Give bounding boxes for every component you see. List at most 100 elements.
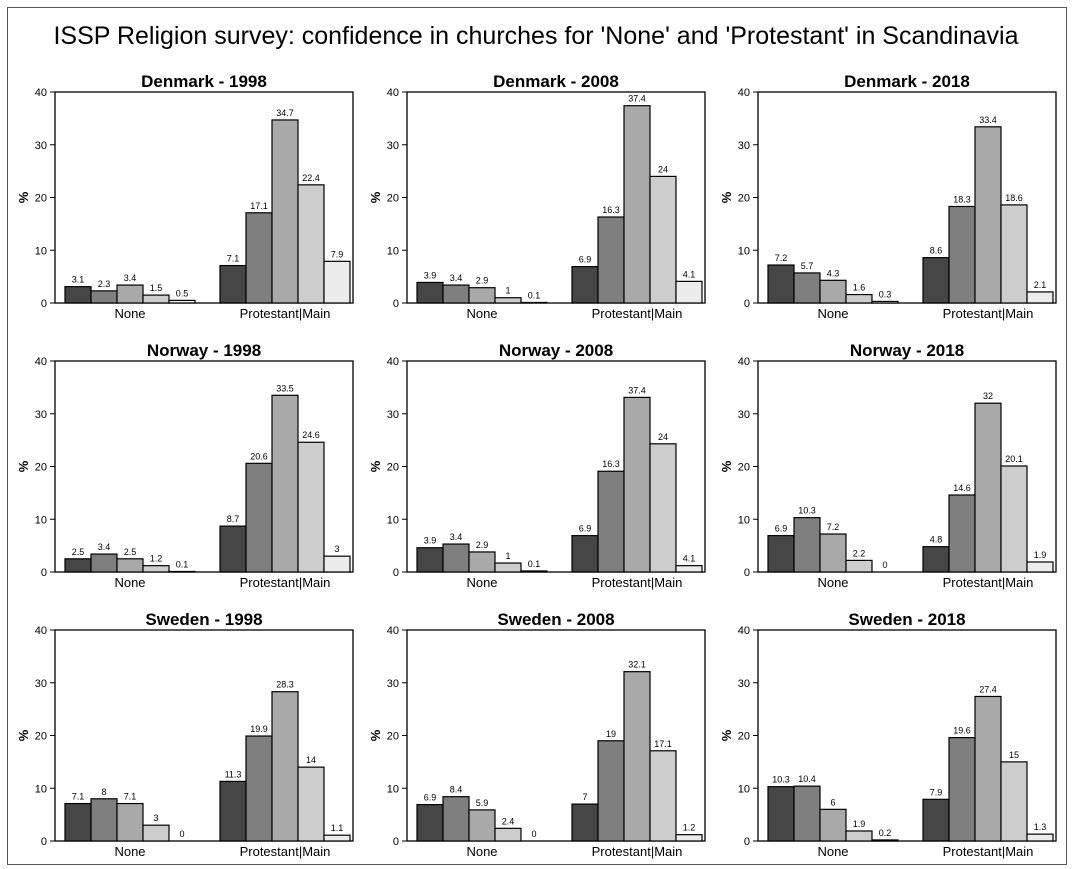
data-label: 2.9 — [476, 540, 489, 550]
panel-title: Denmark - 2018 — [844, 72, 970, 91]
data-label: 3.9 — [424, 536, 437, 546]
y-tick-label: 10 — [738, 245, 750, 257]
y-tick-label: 10 — [387, 783, 399, 795]
bar — [649, 443, 677, 573]
y-tick-label: 20 — [387, 193, 399, 205]
y-axis-label: % — [16, 191, 31, 203]
bar — [922, 257, 950, 304]
y-tick-label: 30 — [387, 678, 399, 690]
data-label: 0.1 — [528, 290, 541, 300]
data-label: 0.2 — [879, 828, 892, 838]
category-label: None — [114, 306, 145, 321]
data-label: 34.7 — [276, 108, 294, 118]
bar — [168, 299, 196, 304]
y-axis-label: % — [719, 460, 734, 472]
bar — [297, 766, 325, 842]
bar — [597, 740, 625, 842]
data-label: 5.9 — [476, 798, 489, 808]
bar — [871, 839, 899, 842]
bar — [1026, 561, 1054, 573]
data-label: 17.1 — [250, 201, 268, 211]
bar — [442, 796, 470, 842]
data-label: 1.2 — [683, 823, 696, 833]
bar — [623, 396, 651, 573]
y-tick-label: 30 — [35, 409, 47, 421]
data-label: 37.4 — [628, 385, 646, 395]
panel-title: Sweden - 1998 — [145, 610, 262, 629]
data-label: 6.9 — [579, 255, 592, 265]
bar — [922, 546, 950, 573]
data-label: 24 — [658, 432, 668, 442]
bar — [468, 287, 496, 304]
data-label: 2.1 — [1034, 280, 1047, 290]
bar — [974, 695, 1002, 842]
bar — [974, 402, 1002, 573]
data-label: 24 — [658, 164, 668, 174]
data-label: 7.1 — [72, 792, 85, 802]
y-tick-label: 40 — [738, 87, 750, 99]
data-label: 4.3 — [827, 268, 840, 278]
data-label: 10.3 — [798, 506, 816, 516]
bar — [323, 555, 351, 573]
y-tick-label: 20 — [738, 462, 750, 474]
bar — [1026, 833, 1054, 842]
y-tick-label: 0 — [41, 298, 47, 310]
y-axis-label: % — [368, 191, 383, 203]
category-label: Protestant|Main — [943, 575, 1034, 590]
figure-frame — [7, 7, 1067, 865]
y-tick-label: 0 — [744, 567, 750, 579]
category-label: None — [817, 306, 848, 321]
y-tick-label: 40 — [387, 625, 399, 637]
y-tick-label: 20 — [738, 193, 750, 205]
bar — [219, 525, 247, 573]
data-label: 8.6 — [930, 246, 943, 256]
category-label: None — [114, 844, 145, 859]
data-label: 3.4 — [124, 273, 137, 283]
data-label: 7.1 — [124, 792, 137, 802]
bar — [649, 750, 677, 842]
category-label: None — [817, 575, 848, 590]
data-label: 28.3 — [276, 680, 294, 690]
data-label: 6.9 — [579, 524, 592, 534]
data-label: 32 — [983, 391, 993, 401]
bar — [767, 264, 795, 304]
bar — [597, 216, 625, 304]
bar — [767, 535, 795, 573]
y-tick-label: 10 — [387, 514, 399, 526]
data-label: 0.5 — [176, 288, 189, 298]
bar — [623, 671, 651, 842]
bar — [271, 119, 299, 304]
chart-panel: Norway - 1998 0 10 20 30 40% 2.5 3.4 2.5 1.2 0.1 No… — [16, 341, 354, 590]
data-label: 0 — [531, 829, 536, 839]
category-label: None — [114, 575, 145, 590]
category-label: Protestant|Main — [592, 306, 683, 321]
data-label: 6.9 — [424, 793, 437, 803]
data-label: 7.9 — [331, 249, 344, 259]
bar — [271, 691, 299, 842]
y-tick-label: 20 — [738, 731, 750, 743]
data-label: 0.3 — [879, 289, 892, 299]
bar — [974, 126, 1002, 304]
y-tick-label: 20 — [35, 462, 47, 474]
data-label: 0.1 — [528, 559, 541, 569]
bar — [64, 558, 92, 573]
bar — [1000, 465, 1028, 573]
bar — [623, 105, 651, 304]
bar — [675, 565, 703, 573]
category-label: None — [466, 575, 497, 590]
y-tick-label: 10 — [35, 783, 47, 795]
data-label: 33.5 — [276, 383, 294, 393]
y-tick-label: 0 — [41, 567, 47, 579]
bar — [948, 494, 976, 573]
category-label: None — [817, 844, 848, 859]
data-label: 32.1 — [628, 660, 646, 670]
bar — [416, 804, 444, 842]
bar — [416, 547, 444, 573]
bar — [245, 212, 273, 304]
y-tick-label: 10 — [35, 245, 47, 257]
data-label: 2.2 — [853, 548, 866, 558]
bar — [520, 301, 548, 304]
data-label: 1.6 — [853, 283, 866, 293]
